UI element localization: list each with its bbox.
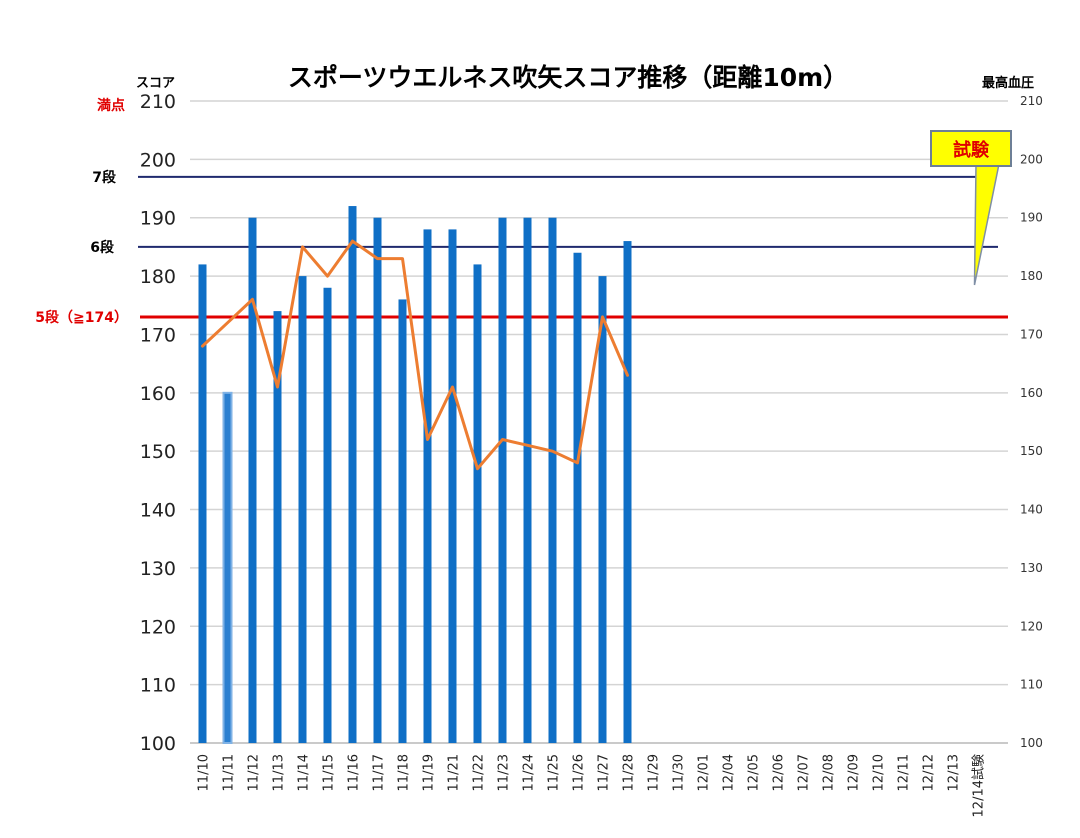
y-tick-label: 140 [140, 500, 176, 522]
callout-label: 試験 [953, 139, 990, 161]
x-tick-label: 12/08 [822, 754, 837, 791]
x-tick-label: 12/07 [797, 754, 812, 791]
bar [398, 299, 407, 743]
x-tick-label: 11/13 [272, 754, 287, 791]
x-tick-label: 11/12 [247, 754, 262, 791]
x-tick-label: 12/01 [697, 754, 712, 791]
y2-tick-label: 110 [1020, 678, 1043, 692]
x-tick-label: 11/23 [497, 754, 512, 791]
bar [523, 217, 532, 743]
callout-pointer [960, 163, 1000, 286]
y2-tick-label: 190 [1020, 211, 1043, 225]
y2-tick-label: 120 [1020, 619, 1043, 633]
y-axis-right: 100 110 120 130 140 150 160 170 180 190 200 210 [1020, 94, 1043, 750]
bar [373, 217, 382, 743]
x-tick-label: 11/14 [297, 754, 312, 791]
chart-title: スポーツウエルネス吹矢スコア推移（距離10m） [288, 63, 848, 92]
y-tick-label: 110 [140, 675, 176, 697]
y-tick-label: 210 [140, 91, 176, 113]
y-tick-label: 100 [140, 733, 176, 755]
y2-tick-label: 100 [1020, 736, 1043, 750]
bars [198, 206, 632, 744]
x-tick-label: 12/12 [922, 754, 937, 791]
x-tick-label: 11/24 [522, 754, 537, 791]
x-tick-label: 12/06 [772, 754, 787, 791]
bar [598, 276, 607, 743]
bp-line [201, 239, 629, 471]
x-tick-label: 11/21 [447, 754, 462, 791]
x-tick-label: 11/26 [572, 754, 587, 791]
x-tick-label: 12/09 [847, 754, 862, 791]
y2-tick-label: 170 [1020, 327, 1043, 341]
bar [573, 252, 582, 743]
bar [348, 206, 357, 743]
y2-tick-label: 140 [1020, 503, 1043, 517]
y-tick-label: 150 [140, 441, 176, 463]
y2-tick-label: 160 [1020, 386, 1043, 400]
bp-line-series [201, 239, 629, 471]
y-tick-label: 120 [140, 616, 176, 638]
x-tick-label: 12/05 [747, 754, 762, 791]
x-tick-label: 11/18 [397, 754, 412, 791]
reference-label: 7段 [92, 169, 116, 186]
bar [448, 229, 457, 743]
x-tick-label: 11/30 [672, 754, 687, 791]
reference-label: 6段 [90, 239, 114, 256]
x-tick-label: 12/14試験 [971, 754, 987, 817]
bar [323, 287, 332, 743]
reference-lines: 満点 7段 6段 5段（≧174） [35, 97, 1008, 326]
x-tick-label: 11/16 [347, 754, 362, 791]
x-axis: 11/10 11/11 11/12 11/13 11/14 11/15 11/16 11/17… [197, 754, 987, 817]
y2-tick-label: 180 [1020, 269, 1043, 283]
reference-label: 5段（≧174） [35, 309, 128, 326]
x-tick-label: 12/13 [947, 754, 962, 791]
x-tick-label: 11/28 [622, 754, 637, 791]
y-tick-label: 180 [140, 266, 176, 288]
bar [248, 217, 257, 743]
bar [423, 229, 432, 743]
callout-box [930, 130, 1012, 167]
bar [273, 311, 282, 743]
x-tick-label: 11/29 [647, 754, 662, 791]
y2-tick-label: 200 [1020, 152, 1043, 166]
y2-tick-label: 150 [1020, 444, 1043, 458]
callout: 試験 [930, 130, 1012, 286]
x-tick-label: 11/22 [472, 754, 487, 791]
bar [473, 264, 482, 743]
y-tick-label: 190 [140, 208, 176, 230]
y-tick-label: 200 [140, 149, 176, 171]
y2-tick-label: 210 [1020, 94, 1043, 108]
y2-tick-label: 130 [1020, 561, 1043, 575]
y-axis-left: 100 110 120 130 140 150 160 170 180 190 200 210 [140, 91, 176, 755]
bar [623, 241, 632, 743]
x-tick-label: 11/25 [547, 754, 562, 791]
x-tick-label: 11/10 [197, 754, 212, 791]
x-tick-label: 12/10 [872, 754, 887, 791]
bar [198, 264, 207, 743]
x-tick-label: 11/11 [222, 754, 237, 791]
bar [548, 217, 557, 743]
y-tick-label: 170 [140, 324, 176, 346]
y-axis-left-title: スコア [136, 76, 175, 91]
bar [222, 391, 233, 744]
x-tick-label: 11/15 [322, 754, 337, 791]
y-tick-label: 130 [140, 558, 176, 580]
reference-label: 満点 [97, 97, 125, 114]
x-tick-label: 11/17 [372, 754, 387, 791]
x-tick-label: 11/27 [597, 754, 612, 791]
y-tick-label: 160 [140, 383, 176, 405]
y-axis-right-title: 最高血圧 [982, 75, 1034, 91]
x-tick-label: 11/19 [422, 754, 437, 791]
bar [298, 276, 307, 743]
x-tick-label: 12/04 [722, 754, 737, 791]
x-tick-label: 12/11 [897, 754, 912, 791]
bar [498, 217, 507, 743]
